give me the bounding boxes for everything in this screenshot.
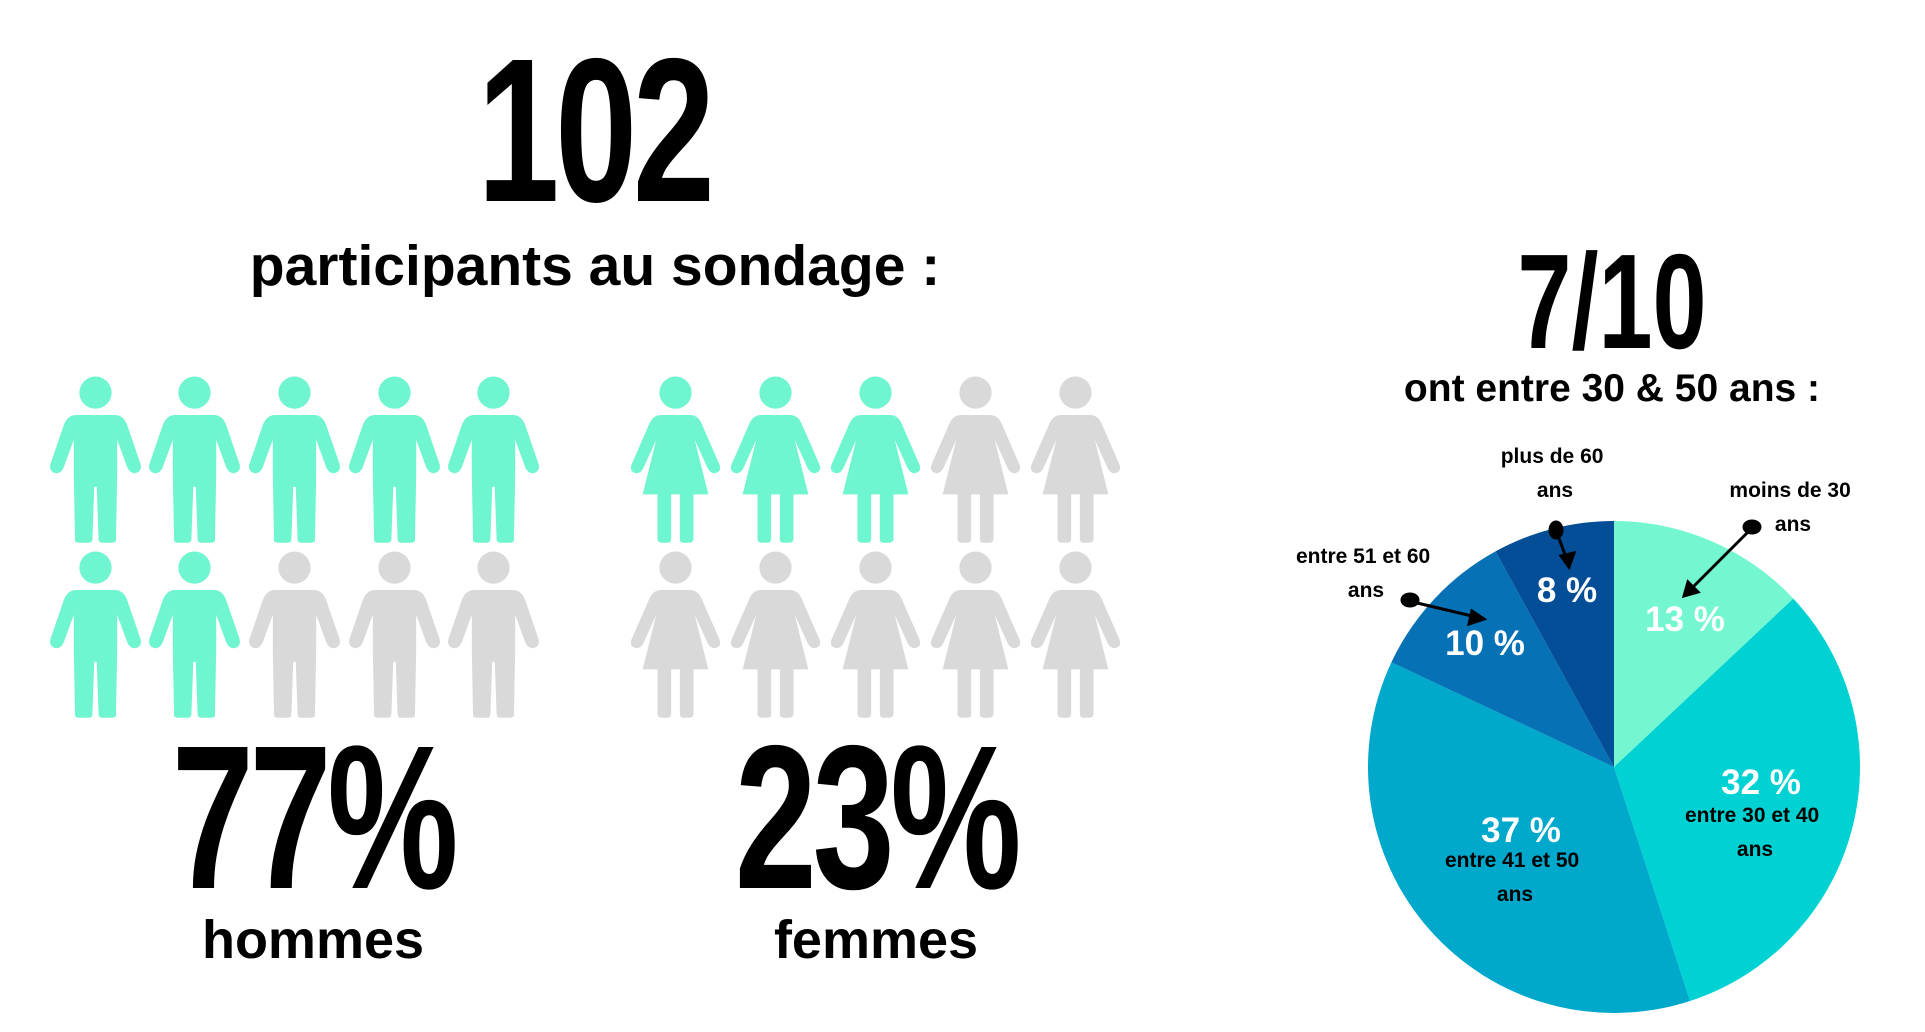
woman-icon <box>630 376 721 543</box>
man-icon <box>249 376 340 543</box>
arrow <box>1412 600 1477 619</box>
women-percent: 23% <box>735 702 1019 932</box>
man-icon <box>249 551 340 718</box>
value-label: 32 % <box>1721 763 1801 802</box>
arrow-dot <box>1548 520 1564 540</box>
men-label: hommes <box>202 910 424 970</box>
participants-number: 102 <box>477 15 710 245</box>
man-icon <box>448 551 539 718</box>
woman-icon <box>930 551 1021 718</box>
man-icon <box>448 376 539 543</box>
category-label: plus de 60 ans <box>1501 445 1610 502</box>
arrow-head <box>1466 608 1488 627</box>
woman-icon <box>830 551 921 718</box>
arrow <box>1688 528 1752 592</box>
age-text: ont entre 30 & 50 ans : <box>1404 367 1820 410</box>
arrow-head <box>1558 550 1577 571</box>
women-label: femmes <box>774 910 978 970</box>
participants-text: participants au sondage : <box>250 234 940 298</box>
men-percent: 77% <box>172 702 456 932</box>
value-label: 13 % <box>1645 600 1725 639</box>
category-label: moins de 30 ans <box>1729 479 1856 536</box>
category-label: entre 30 et 40 ans <box>1685 804 1825 861</box>
arrow-dot <box>1742 519 1762 535</box>
man-icon <box>50 376 141 543</box>
women-icons <box>630 376 1121 718</box>
woman-icon <box>830 376 921 543</box>
man-icon <box>349 551 440 718</box>
value-label: 37 % <box>1481 811 1561 850</box>
value-label: 8 % <box>1537 571 1597 610</box>
woman-icon <box>1030 551 1121 718</box>
woman-icon <box>1030 376 1121 543</box>
woman-icon <box>730 376 821 543</box>
woman-icon <box>930 376 1021 543</box>
age-number: 7/10 <box>1517 226 1706 376</box>
category-label: entre 41 et 50 ans <box>1445 849 1585 906</box>
label-arrows <box>1400 519 1762 627</box>
category-label: entre 51 et 60 ans <box>1296 545 1436 602</box>
woman-icon <box>730 551 821 718</box>
man-icon <box>349 376 440 543</box>
pie-slice <box>1391 551 1614 767</box>
man-icon <box>50 551 141 718</box>
arrow-dot <box>1400 592 1420 608</box>
pie-slice <box>1495 521 1614 767</box>
man-icon <box>149 551 240 718</box>
value-label: 10 % <box>1445 624 1525 663</box>
pie-slice <box>1614 521 1794 767</box>
man-icon <box>149 376 240 543</box>
pie-chart: 13 % moins de 30 ans 32 %entre 30 et 40 an… <box>1296 445 1860 1013</box>
arrow-head <box>1681 579 1701 599</box>
pie-slice <box>1368 662 1691 1013</box>
men-icons <box>50 376 539 718</box>
woman-icon <box>630 551 721 718</box>
pie-slice <box>1614 598 1860 1001</box>
